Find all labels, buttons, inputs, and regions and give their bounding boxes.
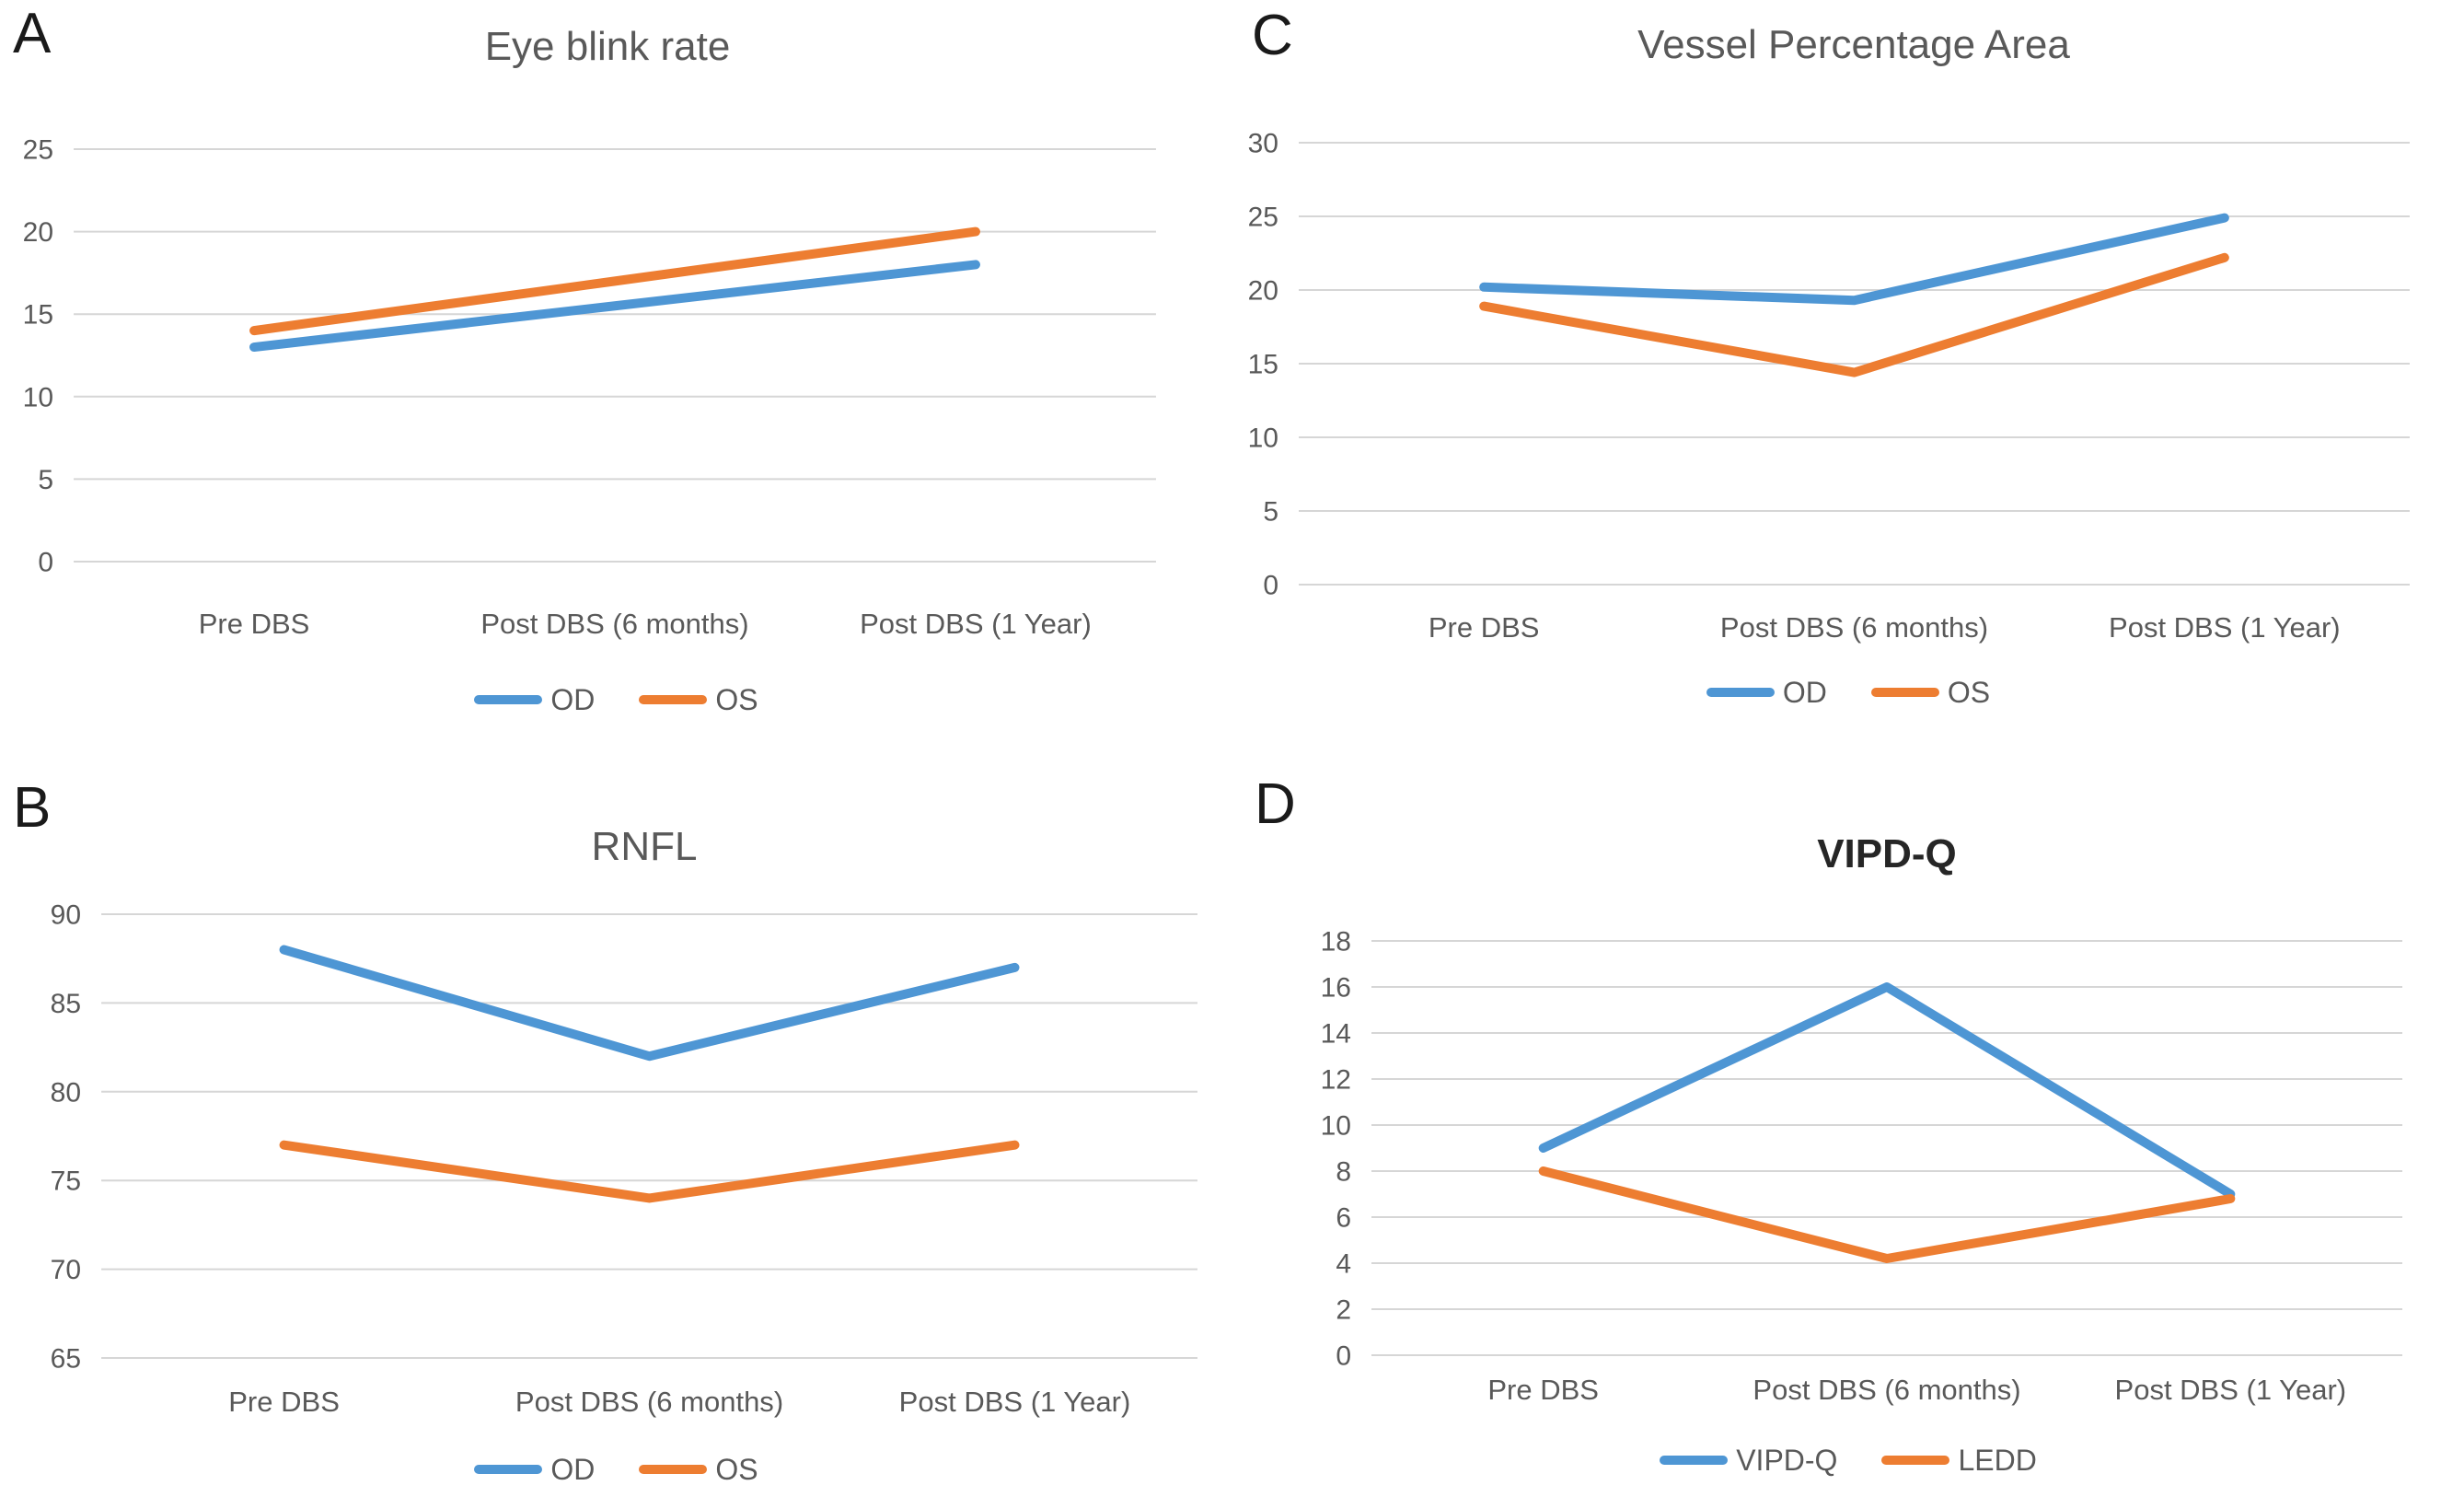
x-category-label: Post DBS (1 Year)	[899, 1386, 1131, 1418]
panel-c-chart-svg: 0 5 10 15 20 25 30 Pre DBS Post DBS (6 months) Po…	[1248, 129, 2410, 644]
panel-letter-a: A	[13, 2, 52, 65]
panel-d-vipdq: D VIPD-Q 0 2 4 6 8 10 12 14 16 18 Pre DBS Post DBS …	[1232, 748, 2464, 1497]
legend-label: OS	[715, 1453, 758, 1486]
panel-c-title: Vessel Percentage Area	[1637, 22, 2070, 67]
x-category-label: Pre DBS	[1429, 611, 1540, 644]
series-line-os	[249, 226, 980, 336]
panel-b-chart-svg: 65 70 75 80 85 90 Pre DBS Post DBS (6 months) Po…	[51, 900, 1197, 1418]
panel-d-chart-svg: 0 2 4 6 8 10 12 14 16 18 Pre DBS Post DBS (6 months…	[1321, 927, 2402, 1406]
x-category-label: Post DBS (6 months)	[1753, 1374, 2020, 1406]
legend-label: OD	[550, 1453, 596, 1486]
y-tick-label: 10	[1248, 424, 1278, 454]
y-tick-label: 20	[1248, 276, 1278, 307]
x-category-label: Pre DBS	[199, 608, 310, 640]
y-tick-label: 80	[51, 1077, 81, 1108]
y-tick-label: 18	[1321, 927, 1351, 957]
series-line-od	[1479, 213, 2229, 306]
series-line-ledd	[1538, 1166, 2236, 1263]
legend-line-swatch	[1706, 688, 1775, 697]
y-tick-label: 16	[1321, 973, 1351, 1004]
y-tick-label: 0	[1263, 571, 1278, 601]
legend-item-ledd: LEDD	[1881, 1444, 2037, 1477]
series-line-vipd-q	[1538, 982, 2236, 1199]
series-line-os	[1479, 252, 2229, 377]
legend-label: OD	[1782, 676, 1827, 709]
x-category-label: Pre DBS	[228, 1386, 340, 1418]
panel-c-legend: OD OS	[1232, 678, 2464, 707]
panel-a-eye-blink-rate: A Eye blink rate 0 5 10 15 20 25 Pre DBS Post D…	[0, 0, 1232, 748]
legend-line-swatch	[1870, 688, 1939, 697]
legend-label: OS	[1947, 676, 1991, 709]
panel-d-title: VIPD-Q	[1817, 831, 1957, 876]
panel-b-rnfl: B RNFL 65 70 75 80 85 90 Pre DBS Post DBS (6 mo…	[0, 748, 1232, 1497]
x-category-label: Post DBS (1 Year)	[860, 608, 1092, 640]
series-line-od	[279, 945, 1020, 1062]
y-tick-label: 25	[1248, 203, 1278, 233]
x-category-label: Post DBS (6 months)	[515, 1386, 783, 1418]
legend-label: VIPD-Q	[1736, 1444, 1838, 1477]
x-category-label: Post DBS (1 Year)	[2109, 611, 2341, 644]
panel-a-legend: OD OS	[0, 685, 1232, 714]
panel-a-title: Eye blink rate	[484, 24, 731, 69]
y-tick-label: 14	[1321, 1019, 1351, 1050]
y-tick-label: 25	[23, 135, 53, 166]
legend-label: OD	[550, 683, 596, 716]
y-tick-label: 90	[51, 900, 81, 931]
x-category-label: Post DBS (6 months)	[1720, 611, 1988, 644]
y-tick-label: 6	[1336, 1203, 1351, 1234]
legend-line-swatch	[639, 695, 708, 704]
panel-d-legend: VIPD-Q LEDD	[1232, 1445, 2464, 1475]
panel-b-legend: OD OS	[0, 1455, 1232, 1484]
y-tick-label: 10	[23, 382, 53, 412]
legend-line-swatch	[1881, 1456, 1950, 1465]
legend-line-swatch	[1660, 1456, 1729, 1465]
y-tick-label: 65	[51, 1344, 81, 1375]
legend-label: LEDD	[1958, 1444, 2037, 1477]
x-category-label: Post DBS (6 months)	[480, 608, 748, 640]
legend-label: OS	[715, 683, 758, 716]
panel-letter-b: B	[13, 776, 52, 840]
panel-c-vessel-percentage-area: C Vessel Percentage Area 0 5 10 15 20 25 30 Pre…	[1232, 0, 2464, 748]
y-tick-label: 5	[38, 465, 53, 495]
y-tick-label: 15	[23, 300, 53, 331]
legend-item-vipd-q: VIPD-Q	[1660, 1445, 1837, 1475]
y-tick-label: 85	[51, 989, 81, 1019]
y-tick-label: 8	[1336, 1157, 1351, 1188]
y-tick-label: 12	[1321, 1065, 1351, 1096]
legend-item-od: OD	[474, 685, 595, 714]
x-category-label: Post DBS (1 Year)	[2115, 1374, 2347, 1406]
panel-b-title: RNFL	[591, 824, 698, 869]
series-line-od	[249, 260, 980, 353]
y-tick-label: 5	[1263, 497, 1278, 528]
y-tick-label: 10	[1321, 1111, 1351, 1142]
legend-item-od: OD	[474, 1455, 595, 1484]
legend-item-od: OD	[1706, 678, 1827, 707]
legend-item-os: OS	[639, 1455, 758, 1484]
y-tick-label: 4	[1336, 1249, 1351, 1280]
y-tick-label: 15	[1248, 350, 1278, 380]
y-tick-label: 0	[38, 548, 53, 578]
series-line-os	[279, 1140, 1020, 1203]
y-tick-label: 30	[1248, 129, 1278, 159]
legend-line-swatch	[474, 695, 543, 704]
legend-line-swatch	[639, 1465, 708, 1474]
y-tick-label: 2	[1336, 1295, 1351, 1326]
y-tick-label: 75	[51, 1166, 81, 1197]
legend-item-os: OS	[1870, 676, 1991, 709]
x-category-label: Pre DBS	[1487, 1374, 1599, 1406]
panel-a-chart-svg: 0 5 10 15 20 25 Pre DBS Post DBS (6 months) Post…	[23, 135, 1156, 640]
y-tick-label: 20	[23, 217, 53, 248]
y-tick-label: 0	[1336, 1341, 1351, 1372]
legend-item-os: OS	[639, 685, 758, 714]
legend-line-swatch	[474, 1465, 543, 1474]
y-tick-label: 70	[51, 1255, 81, 1285]
panel-letter-c: C	[1252, 4, 1293, 67]
panel-letter-d: D	[1255, 772, 1296, 836]
